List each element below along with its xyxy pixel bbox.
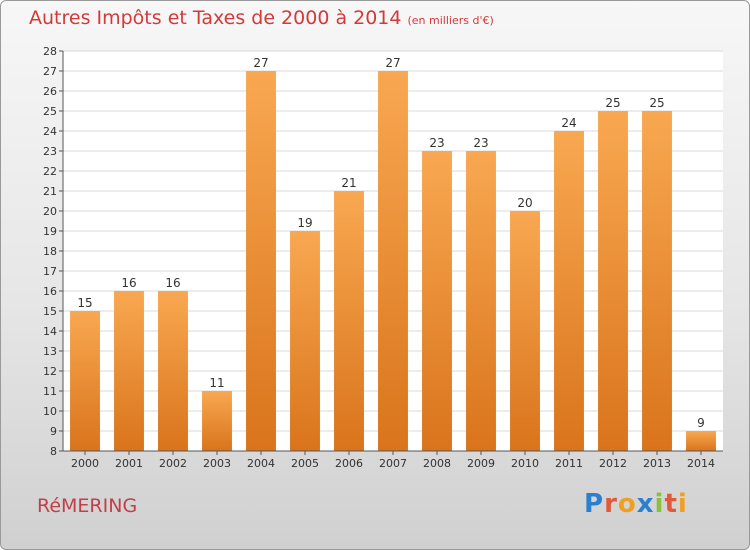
data-label: 9 — [697, 416, 705, 430]
bar — [202, 391, 232, 451]
bar — [114, 291, 144, 451]
data-label: 16 — [165, 276, 180, 290]
x-tick-label: 2014 — [687, 457, 715, 470]
y-tick-label: 9 — [50, 425, 57, 438]
x-tick-label: 2007 — [379, 457, 407, 470]
data-label: 23 — [473, 136, 488, 150]
x-tick-label: 2004 — [247, 457, 275, 470]
bar — [510, 211, 540, 451]
bar — [422, 151, 452, 451]
logo-letter: t — [664, 489, 678, 519]
y-tick-label: 20 — [43, 205, 57, 218]
bar — [158, 291, 188, 451]
data-label: 25 — [605, 96, 620, 110]
data-label: 19 — [297, 216, 312, 230]
x-tick-label: 2003 — [203, 457, 231, 470]
chart-title-main: Autres Impôts et Taxes de 2000 à 2014 — [29, 7, 402, 29]
data-label: 11 — [209, 376, 224, 390]
y-tick-label: 19 — [43, 225, 57, 238]
bar — [554, 131, 584, 451]
x-tick-label: 2010 — [511, 457, 539, 470]
y-tick-label: 28 — [43, 45, 57, 58]
x-tick-label: 2008 — [423, 457, 451, 470]
bar — [378, 71, 408, 451]
logo-letter: i — [654, 489, 665, 519]
x-tick-label: 2011 — [555, 457, 583, 470]
y-tick-label: 13 — [43, 345, 57, 358]
bar — [686, 431, 716, 451]
data-label: 15 — [77, 296, 92, 310]
data-label: 25 — [649, 96, 664, 110]
logo-letter: r — [604, 489, 618, 519]
x-tick-label: 2001 — [115, 457, 143, 470]
y-tick-label: 24 — [43, 125, 57, 138]
logo-letter: P — [584, 489, 605, 519]
x-tick-label: 2013 — [643, 457, 671, 470]
x-tick-label: 2002 — [159, 457, 187, 470]
y-tick-label: 23 — [43, 145, 57, 158]
bar — [642, 111, 672, 451]
data-label: 21 — [341, 176, 356, 190]
commune-name: RéMERING — [37, 495, 138, 517]
logo-letter: i — [677, 489, 688, 519]
bar — [334, 191, 364, 451]
bar — [246, 71, 276, 451]
data-label: 16 — [121, 276, 136, 290]
y-tick-label: 11 — [43, 385, 57, 398]
y-tick-label: 15 — [43, 305, 57, 318]
x-tick-label: 2000 — [71, 457, 99, 470]
y-tick-label: 10 — [43, 405, 57, 418]
x-tick-label: 2006 — [335, 457, 363, 470]
logo-letter: x — [636, 489, 655, 519]
y-tick-label: 25 — [43, 105, 57, 118]
y-tick-label: 12 — [43, 365, 57, 378]
y-tick-label: 22 — [43, 165, 57, 178]
logo-letter: o — [617, 489, 637, 519]
bar — [466, 151, 496, 451]
y-tick-label: 18 — [43, 245, 57, 258]
proxiti-logo[interactable]: Proxiti — [584, 489, 688, 519]
y-tick-label: 17 — [43, 265, 57, 278]
bar — [290, 231, 320, 451]
bar — [598, 111, 628, 451]
y-tick-label: 27 — [43, 65, 57, 78]
data-label: 27 — [385, 56, 400, 70]
data-label: 23 — [429, 136, 444, 150]
bar — [70, 311, 100, 451]
data-label: 24 — [561, 116, 576, 130]
y-tick-label: 14 — [43, 325, 57, 338]
y-tick-label: 21 — [43, 185, 57, 198]
y-tick-label: 16 — [43, 285, 57, 298]
x-tick-label: 2005 — [291, 457, 319, 470]
chart-title-unit: (en milliers d'€) — [407, 14, 494, 27]
x-tick-label: 2012 — [599, 457, 627, 470]
y-tick-label: 26 — [43, 85, 57, 98]
data-label: 27 — [253, 56, 268, 70]
data-label: 20 — [517, 196, 532, 210]
x-tick-label: 2009 — [467, 457, 495, 470]
chart-title: Autres Impôts et Taxes de 2000 à 2014 (en… — [29, 7, 494, 29]
y-tick-label: 8 — [50, 445, 57, 458]
